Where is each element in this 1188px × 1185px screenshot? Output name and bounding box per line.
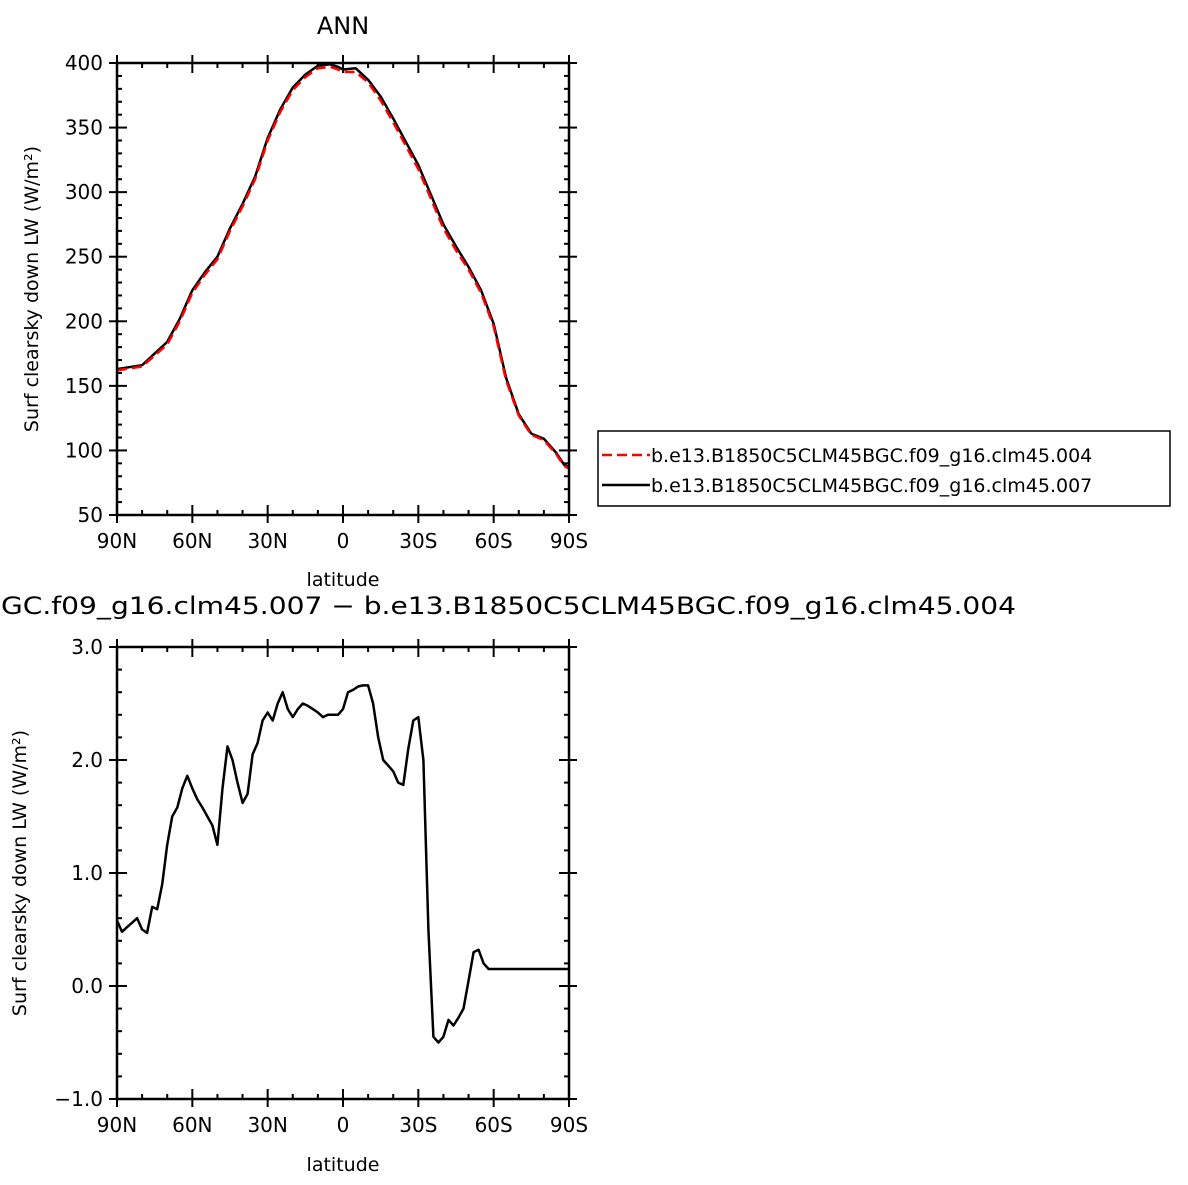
top-plot-title: ANN	[317, 12, 369, 40]
bottom-plot-frame	[115, 645, 571, 1101]
series-line-1	[116, 63, 570, 469]
y-tick-label: 300	[65, 180, 103, 204]
y-tick-label: 100	[65, 438, 103, 462]
top-x-axis-title: latitude	[307, 569, 380, 591]
x-tick-label: 30S	[399, 1113, 437, 1137]
x-tick-label: 60S	[475, 1113, 513, 1137]
legend: b.e13.B1850C5CLM45BGC.f09_g16.clm45.004 …	[597, 430, 1171, 507]
legend-label-007: b.e13.B1850C5CLM45BGC.f09_g16.clm45.007	[651, 475, 1092, 497]
x-tick-label: 0	[337, 1113, 350, 1137]
legend-label-004: b.e13.B1850C5CLM45BGC.f09_g16.clm45.004	[651, 445, 1092, 467]
x-tick-label: 30N	[247, 1113, 287, 1137]
bottom-plot-title: b.e13.B1850C5CLM45BGC.f09_g16.clm45.007 …	[0, 592, 1016, 620]
x-tick-label: 90S	[550, 529, 588, 553]
y-tick-label: 250	[65, 245, 103, 269]
series-line-0	[116, 65, 570, 470]
top-plot-frame	[115, 61, 571, 517]
y-tick-label: 0.0	[71, 974, 103, 998]
y-tick-label: 3.0	[71, 635, 103, 659]
x-tick-label: 90S	[550, 1113, 588, 1137]
x-tick-label: 30N	[247, 529, 287, 553]
x-tick-label: 30S	[399, 529, 437, 553]
legend-box	[597, 430, 1171, 507]
series-line-0	[115, 684, 569, 1044]
bottom-panel: b.e13.B1850C5CLM45BGC.f09_g16.clm45.007 …	[0, 592, 1016, 1176]
x-tick-label: 90N	[97, 1113, 137, 1137]
bottom-y-axis-title: Surf clearsky down LW (W/m²)	[9, 730, 31, 1016]
y-tick-label: 50	[78, 503, 103, 527]
x-tick-label: 0	[337, 529, 350, 553]
top-y-axis-title: Surf clearsky down LW (W/m²)	[21, 146, 43, 432]
bottom-x-axis-title: latitude	[307, 1154, 380, 1176]
x-tick-label: 60S	[475, 529, 513, 553]
x-tick-label: 90N	[97, 529, 137, 553]
x-tick-label: 60N	[172, 1113, 212, 1137]
y-tick-label: −1.0	[54, 1087, 103, 1111]
top-panel: ANN 90N 60N 30N 0 30S 60S 90S 50 100 150 200 250 300…	[21, 12, 588, 591]
y-tick-label: 400	[65, 51, 103, 75]
y-tick-label: 350	[65, 116, 103, 140]
y-tick-label: 150	[65, 374, 103, 398]
y-tick-label: 1.0	[71, 861, 103, 885]
y-tick-label: 200	[65, 309, 103, 333]
y-tick-label: 2.0	[71, 748, 103, 772]
x-tick-label: 60N	[172, 529, 212, 553]
